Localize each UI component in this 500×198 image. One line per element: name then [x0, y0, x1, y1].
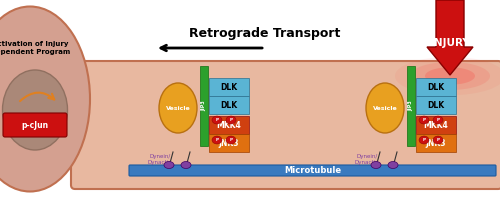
Ellipse shape [226, 136, 236, 144]
Text: Dynein/
Dynactin: Dynein/ Dynactin [354, 154, 380, 165]
Text: Microtubule: Microtubule [284, 166, 342, 175]
Text: INJURY: INJURY [430, 38, 470, 48]
FancyBboxPatch shape [416, 116, 456, 134]
FancyBboxPatch shape [3, 113, 67, 137]
Text: p-cJun: p-cJun [22, 121, 48, 129]
FancyBboxPatch shape [71, 61, 500, 189]
Ellipse shape [433, 136, 443, 144]
Ellipse shape [181, 162, 191, 168]
Text: JIP3: JIP3 [202, 101, 206, 111]
FancyBboxPatch shape [416, 78, 456, 96]
FancyBboxPatch shape [209, 116, 249, 134]
Ellipse shape [0, 7, 90, 191]
FancyBboxPatch shape [407, 66, 415, 146]
Text: Dynein/
Dynactin: Dynein/ Dynactin [148, 154, 172, 165]
FancyArrow shape [427, 0, 473, 75]
Ellipse shape [419, 116, 429, 124]
Text: P: P [216, 118, 218, 122]
Ellipse shape [212, 136, 222, 144]
Text: DLK: DLK [220, 101, 238, 109]
Text: MKK4: MKK4 [424, 121, 448, 129]
Text: MKK4: MKK4 [216, 121, 242, 129]
Ellipse shape [164, 162, 174, 168]
Text: DLK: DLK [428, 101, 444, 109]
Text: P: P [436, 138, 440, 142]
Text: Retrograde Transport: Retrograde Transport [190, 27, 340, 39]
Text: P: P [230, 118, 232, 122]
Ellipse shape [371, 162, 381, 168]
Ellipse shape [388, 162, 398, 168]
Ellipse shape [159, 83, 197, 133]
Text: DLK: DLK [220, 83, 238, 91]
FancyBboxPatch shape [209, 78, 249, 96]
FancyBboxPatch shape [209, 96, 249, 114]
FancyBboxPatch shape [416, 96, 456, 114]
Ellipse shape [212, 116, 222, 124]
Text: P: P [422, 118, 426, 122]
Text: P: P [216, 138, 218, 142]
Text: Vesicle: Vesicle [372, 106, 398, 110]
Ellipse shape [395, 57, 500, 95]
Ellipse shape [366, 83, 404, 133]
Ellipse shape [433, 116, 443, 124]
Text: Activation of Injury
Dependent Program: Activation of Injury Dependent Program [0, 41, 70, 55]
Text: P: P [422, 138, 426, 142]
Text: JNK3: JNK3 [219, 138, 240, 148]
FancyBboxPatch shape [416, 134, 456, 152]
Ellipse shape [2, 70, 68, 150]
Text: JNK3: JNK3 [426, 138, 446, 148]
FancyBboxPatch shape [209, 134, 249, 152]
Text: Vesicle: Vesicle [166, 106, 190, 110]
Text: P: P [230, 138, 232, 142]
FancyBboxPatch shape [200, 66, 208, 146]
Ellipse shape [226, 116, 236, 124]
Text: P: P [436, 118, 440, 122]
Text: JIP3: JIP3 [408, 101, 414, 111]
Ellipse shape [425, 67, 475, 85]
FancyBboxPatch shape [129, 165, 496, 176]
Ellipse shape [410, 62, 490, 90]
Ellipse shape [419, 136, 429, 144]
Text: DLK: DLK [428, 83, 444, 91]
